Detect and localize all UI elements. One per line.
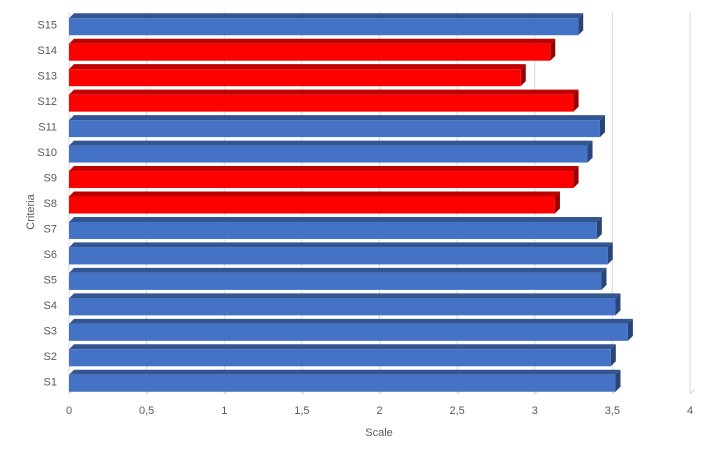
bar-top-S10 [69, 140, 593, 146]
y-tick-label: S5 [44, 274, 57, 286]
y-tick-label: S11 [38, 122, 57, 134]
bar-side-S11 [599, 115, 605, 138]
bar-side-S8 [554, 191, 560, 214]
bar-top-S5 [69, 267, 607, 273]
x-tick-label: 3 [532, 405, 538, 417]
bar-top-S9 [69, 166, 579, 172]
bar-top-S3 [69, 318, 633, 324]
y-tick-label: S3 [44, 325, 57, 337]
bar-S9 [69, 171, 574, 189]
y-tick-label: S1 [44, 376, 57, 388]
bar-S5 [69, 272, 602, 290]
bar-side-S4 [615, 293, 621, 316]
x-tick-label: 1,5 [294, 405, 309, 417]
bar-S14 [69, 43, 551, 61]
x-tick-label: 3,5 [605, 405, 620, 417]
bar-S3 [69, 323, 628, 341]
y-tick-label: S8 [44, 198, 57, 210]
x-tick-labels: 0 0,5 1 1,5 2 2,5 3 3,5 4 [66, 405, 693, 417]
y-tick-label: S6 [44, 249, 57, 261]
bar-top-S12 [69, 89, 579, 95]
bar-top-S11 [69, 115, 605, 121]
bar-S1 [69, 374, 616, 392]
bar-top-S15 [69, 13, 584, 19]
bar-side-S1 [615, 369, 621, 392]
y-tick-label: S7 [44, 223, 57, 235]
y-tick-label: S13 [37, 71, 57, 83]
bar-top-S14 [69, 38, 556, 44]
y-tick-label: S14 [37, 45, 57, 57]
bars [69, 13, 633, 392]
bar-side-S13 [520, 64, 526, 87]
bar-side-S12 [573, 89, 579, 112]
x-tick-label: 0 [66, 405, 72, 417]
bar-top-S7 [69, 216, 602, 222]
bar-S15 [69, 18, 579, 36]
y-tick-label: S12 [37, 96, 57, 108]
bar-side-S2 [610, 344, 616, 367]
bar-S10 [69, 145, 588, 163]
bar-S12 [69, 94, 574, 112]
bar-S11 [69, 120, 600, 138]
y-tick-label: S9 [44, 173, 57, 185]
x-axis-title: Scale [365, 427, 393, 439]
bar-side-S10 [587, 140, 593, 163]
x-tick-label: 4 [687, 405, 693, 417]
y-axis-title: Criteria [25, 193, 37, 229]
bar-S7 [69, 221, 597, 239]
y-tick-label: S10 [37, 147, 57, 159]
bar-top-S8 [69, 191, 560, 197]
y-tick-label: S2 [44, 351, 57, 363]
bar-side-S15 [578, 13, 584, 36]
bar-side-S9 [573, 166, 579, 189]
bar-side-S3 [627, 318, 633, 341]
gridline-depth [689, 388, 696, 395]
bar-top-S6 [69, 242, 613, 248]
bar-side-S6 [607, 242, 613, 265]
y-tick-label: S15 [37, 20, 57, 32]
bar-side-S14 [550, 38, 556, 61]
bar-top-S2 [69, 344, 616, 350]
y-tick-label: S4 [44, 300, 57, 312]
x-tick-label: 2 [376, 405, 382, 417]
bar-top-S4 [69, 293, 621, 299]
x-tick-label: 0,5 [139, 405, 154, 417]
bar-S8 [69, 196, 555, 214]
bar-S2 [69, 349, 611, 367]
bar-S13 [69, 69, 521, 87]
bar-top-S1 [69, 369, 621, 375]
bar-S6 [69, 247, 608, 265]
bar-top-S13 [69, 64, 526, 70]
bar-side-S5 [601, 267, 607, 290]
bar-S4 [69, 298, 616, 316]
bar-side-S7 [596, 216, 602, 239]
y-tick-labels: S1 S2 S3 S4 S5 S6 S7 S8 S9 S10 S11 S12 S13 S14 S15 [37, 20, 57, 389]
x-tick-label: 2,5 [449, 405, 464, 417]
x-tick-label: 1 [221, 405, 227, 417]
